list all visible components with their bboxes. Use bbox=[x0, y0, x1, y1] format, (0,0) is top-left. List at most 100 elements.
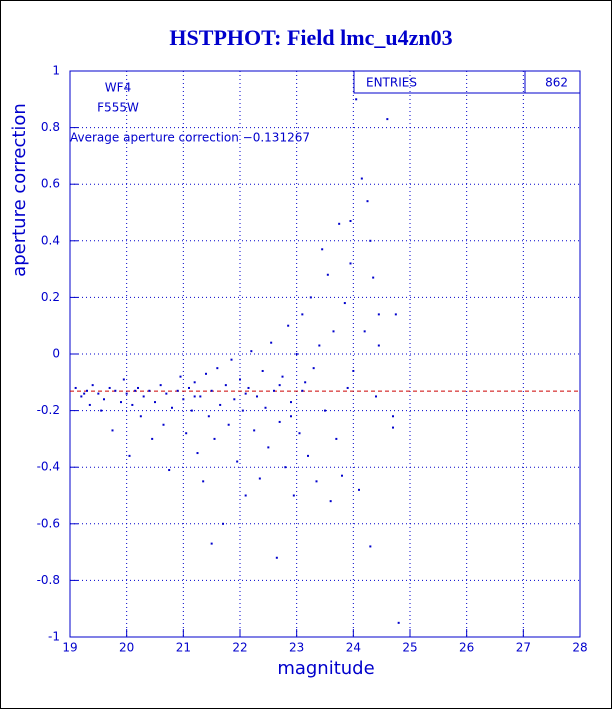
point bbox=[253, 429, 256, 432]
point bbox=[326, 273, 329, 276]
point bbox=[162, 423, 165, 426]
point bbox=[88, 403, 91, 406]
x-tick-label: 25 bbox=[402, 641, 417, 655]
point bbox=[290, 401, 292, 404]
point bbox=[148, 389, 151, 392]
point bbox=[377, 344, 380, 347]
point bbox=[236, 460, 239, 463]
point bbox=[159, 384, 162, 387]
point bbox=[125, 392, 128, 395]
point bbox=[213, 437, 216, 440]
point bbox=[239, 378, 241, 381]
point bbox=[182, 398, 185, 401]
point bbox=[358, 488, 360, 491]
point bbox=[179, 375, 182, 378]
point bbox=[168, 469, 171, 472]
y-tick-label: 0.4 bbox=[41, 233, 60, 247]
point bbox=[352, 369, 355, 372]
point bbox=[210, 389, 213, 392]
point bbox=[207, 415, 210, 418]
x-tick-label: 23 bbox=[289, 641, 304, 655]
point bbox=[80, 395, 83, 398]
point bbox=[386, 118, 389, 121]
point bbox=[290, 415, 292, 418]
point bbox=[244, 392, 247, 395]
point bbox=[335, 437, 338, 440]
point bbox=[108, 386, 111, 389]
y-tick-label: 0.8 bbox=[41, 120, 60, 134]
point bbox=[312, 367, 315, 370]
point bbox=[151, 437, 154, 440]
point bbox=[224, 384, 227, 387]
x-tick-label: 28 bbox=[572, 641, 587, 655]
point bbox=[131, 403, 134, 406]
point bbox=[190, 409, 193, 412]
point bbox=[287, 324, 290, 327]
point bbox=[120, 401, 122, 404]
point bbox=[338, 222, 341, 225]
point bbox=[304, 381, 307, 384]
point bbox=[295, 353, 298, 355]
y-axis-label: aperture correction bbox=[9, 103, 30, 277]
label: F555W bbox=[97, 101, 139, 115]
label: WF4 bbox=[105, 81, 131, 95]
point bbox=[278, 384, 281, 387]
point bbox=[196, 452, 199, 455]
point bbox=[278, 420, 281, 423]
y-tick-label: -1 bbox=[48, 630, 60, 644]
x-tick-label: 27 bbox=[516, 641, 531, 655]
point bbox=[185, 432, 188, 435]
y-tick-label: 0.2 bbox=[41, 290, 60, 304]
point bbox=[273, 389, 275, 392]
point bbox=[122, 378, 125, 381]
point bbox=[165, 392, 168, 395]
point bbox=[372, 276, 375, 279]
point bbox=[324, 409, 326, 412]
x-tick-label: 24 bbox=[346, 641, 361, 655]
point bbox=[199, 395, 202, 398]
point bbox=[97, 392, 100, 395]
point bbox=[91, 384, 94, 387]
point bbox=[154, 401, 156, 404]
x-tick-label: 26 bbox=[459, 641, 474, 655]
point bbox=[210, 542, 213, 545]
y-tick-label: 1 bbox=[52, 64, 60, 78]
point bbox=[222, 522, 224, 525]
point bbox=[233, 398, 236, 401]
point bbox=[307, 454, 309, 457]
point bbox=[301, 389, 304, 392]
point bbox=[241, 409, 244, 412]
point bbox=[315, 480, 318, 483]
point bbox=[318, 344, 321, 347]
point bbox=[397, 621, 400, 624]
point bbox=[292, 494, 295, 497]
point bbox=[270, 341, 273, 344]
point bbox=[188, 386, 190, 389]
point bbox=[343, 302, 346, 305]
y-tick-label: 0 bbox=[52, 347, 60, 361]
point bbox=[202, 480, 205, 483]
point bbox=[392, 426, 394, 429]
point bbox=[360, 177, 363, 180]
point bbox=[205, 372, 207, 375]
chart-title: HSTPHOT: Field lmc_u4zn03 bbox=[169, 25, 452, 50]
point bbox=[341, 474, 343, 477]
point bbox=[258, 477, 261, 480]
point bbox=[139, 415, 142, 418]
point bbox=[264, 406, 267, 409]
point bbox=[137, 386, 139, 389]
point bbox=[128, 454, 131, 457]
point bbox=[250, 350, 253, 353]
point bbox=[346, 386, 349, 389]
y-tick-label: -0.2 bbox=[37, 403, 60, 417]
point bbox=[369, 545, 372, 548]
point bbox=[332, 330, 335, 333]
point bbox=[377, 313, 380, 316]
point bbox=[193, 395, 196, 398]
point bbox=[219, 403, 222, 406]
point bbox=[216, 367, 219, 370]
point bbox=[267, 446, 270, 449]
x-tick-label: 22 bbox=[232, 641, 247, 655]
point bbox=[171, 406, 173, 409]
x-tick-label: 21 bbox=[176, 641, 191, 655]
